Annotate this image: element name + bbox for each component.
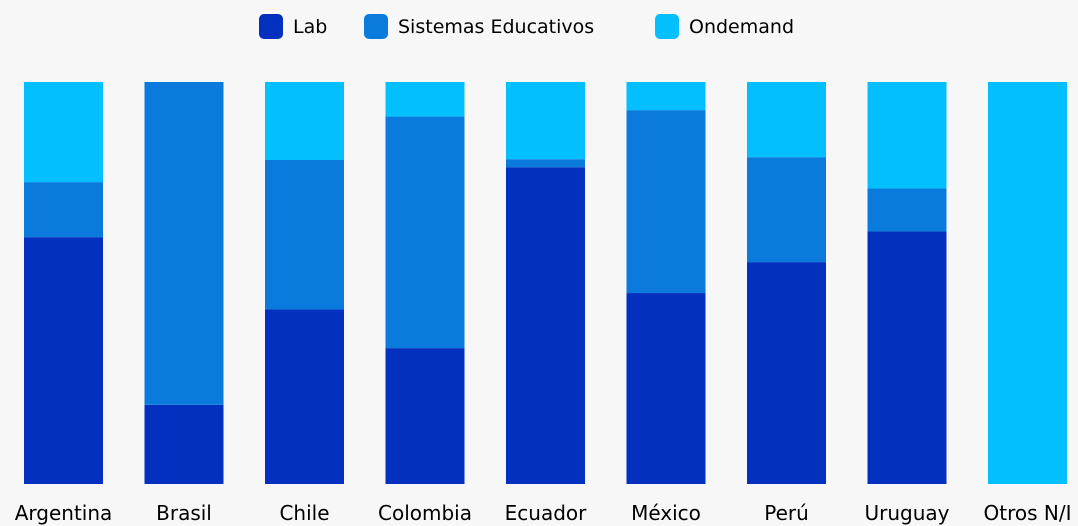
bar-uruguay-ondemand xyxy=(867,82,947,189)
x-tick-label-peru: Perú xyxy=(764,501,809,525)
bar-colombia-sistemas-educativos xyxy=(385,116,465,349)
bar-mexico-lab xyxy=(626,293,706,484)
bar-uruguay-sistemas-educativos xyxy=(867,188,947,232)
legend-item-sistemas-educativos[interactable]: Sistemas Educativos xyxy=(364,14,594,39)
legend-label-lab: Lab xyxy=(293,16,327,38)
x-tick-label-argentina: Argentina xyxy=(15,501,113,525)
bar-colombia-ondemand xyxy=(385,82,465,117)
x-tick-label-brasil: Brasil xyxy=(156,501,212,525)
bar-argentina-lab xyxy=(24,237,103,484)
bar-group-brasil xyxy=(144,82,224,484)
x-tick-label-otros-n-i: Otros N/I xyxy=(984,501,1072,525)
x-tick-label-chile: Chile xyxy=(279,501,329,525)
legend-swatch-ondemand xyxy=(655,14,679,39)
bar-brasil-sistemas-educativos xyxy=(144,82,224,405)
bar-chile-ondemand xyxy=(265,82,344,160)
bar-otros-n-i-ondemand xyxy=(988,82,1067,484)
bar-peru-sistemas-educativos xyxy=(747,157,826,263)
legend-swatch-sistemas-educativos xyxy=(364,14,388,39)
bar-ecuador-ondemand xyxy=(506,82,585,160)
x-tick-label-mexico: México xyxy=(631,501,701,525)
x-tick-label-colombia: Colombia xyxy=(378,501,472,525)
bar-peru-ondemand xyxy=(747,82,826,158)
bar-argentina-ondemand xyxy=(24,82,103,183)
bar-group-otros-n-i xyxy=(988,82,1067,484)
legend-item-ondemand[interactable]: Ondemand xyxy=(655,14,794,39)
bar-group-peru xyxy=(747,82,826,484)
legend-item-lab[interactable]: Lab xyxy=(259,14,327,39)
bar-group-mexico xyxy=(626,82,706,484)
bar-uruguay-lab xyxy=(867,231,947,484)
bar-group-uruguay xyxy=(867,82,947,484)
bar-group-chile xyxy=(265,82,344,484)
bar-brasil-lab xyxy=(144,404,224,484)
x-tick-label-uruguay: Uruguay xyxy=(865,501,950,525)
bar-ecuador-sistemas-educativos xyxy=(506,159,585,168)
bar-group-argentina xyxy=(24,82,103,484)
legend-swatch-lab xyxy=(259,14,283,39)
bar-mexico-ondemand xyxy=(626,82,706,111)
bar-group-ecuador xyxy=(506,82,585,484)
bar-ecuador-lab xyxy=(506,167,585,484)
bar-peru-lab xyxy=(747,262,826,484)
bar-colombia-lab xyxy=(385,348,465,484)
bar-mexico-sistemas-educativos xyxy=(626,110,706,294)
legend-label-ondemand: Ondemand xyxy=(689,16,794,38)
x-tick-label-ecuador: Ecuador xyxy=(505,501,587,525)
bar-group-colombia xyxy=(385,82,465,484)
legend-label-sistemas-educativos: Sistemas Educativos xyxy=(398,16,594,38)
bar-chile-sistemas-educativos xyxy=(265,159,344,310)
bar-chile-lab xyxy=(265,309,344,484)
bar-argentina-sistemas-educativos xyxy=(24,182,103,238)
